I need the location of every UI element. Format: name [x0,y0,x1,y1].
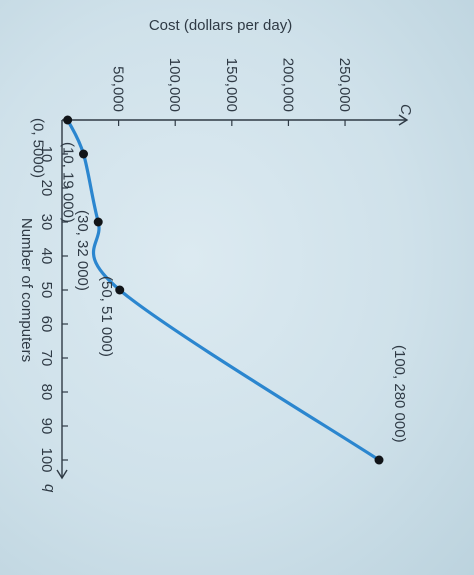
x-tick-label: 60 [38,316,55,333]
y-tick-label: 250,000 [336,58,353,112]
y-tick-label: 150,000 [223,58,240,112]
x-axis-arrow [56,469,68,480]
x-tick-label: 40 [38,248,55,265]
x-tick-label: 50 [38,282,55,299]
data-point-label: (10, 19 000) [60,142,77,223]
x-tick-label: 20 [38,180,55,197]
y-tick-label: 200,000 [279,58,296,112]
x-axis-symbol: q [41,484,58,493]
data-point [115,285,125,295]
y-tick-label: 50,000 [110,66,127,112]
x-tick-label: 70 [38,350,55,367]
data-point [63,115,73,125]
x-axis-title: Number of computers [18,218,35,362]
data-point [93,217,103,227]
y-axis-title: Cost (dollars per day) [149,17,292,34]
x-tick-label: 100 [38,447,55,472]
x-tick-label: 90 [38,418,55,435]
y-axis-arrow [398,114,409,126]
y-tick-label: 100,000 [166,58,183,112]
rotated-chart-group: q C 10 20 30 40 50 60 70 80 90 100 50,000 100,000 1… [18,17,414,493]
x-tick-label: 10 [38,146,55,163]
x-tick-label: 80 [38,384,55,401]
data-point [374,455,384,465]
y-axis-symbol: C [397,104,414,115]
x-tick-label: 30 [38,214,55,231]
y-ticks: 50,000 100,000 150,000 200,000 250,000 [110,58,353,126]
x-ticks: 10 20 30 40 50 60 70 80 90 100 [38,146,68,473]
data-point-label: (30, 32 000) [74,210,91,291]
data-point-label: (50, 51 000) [98,276,115,357]
data-point-label: (100, 280 000) [391,345,408,443]
data-point-label: (0, 5000) [30,118,47,178]
data-point [79,149,89,159]
data-points: (0, 5000) (10, 19 000)(30, 32 000) (50, 51… [30,115,408,465]
